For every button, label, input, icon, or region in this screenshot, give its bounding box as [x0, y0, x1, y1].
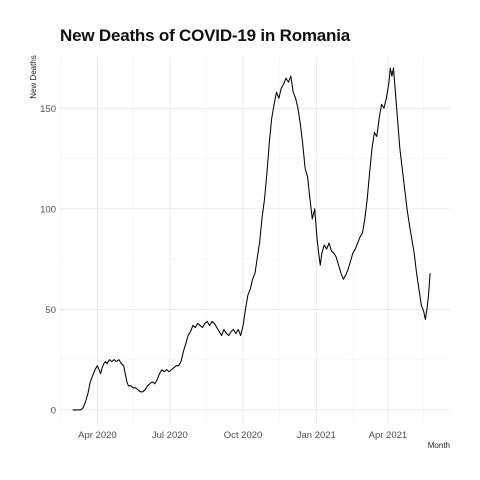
y-tick-labels: 0 50 100 150: [40, 104, 56, 417]
series-layer: [72, 67, 431, 411]
x-tick-label: Apr 2021: [369, 430, 408, 441]
y-tick-label: 150: [40, 104, 56, 115]
y-tick-label: 50: [45, 305, 56, 316]
y-tick-label: 100: [40, 204, 56, 215]
y-tick-label: 0: [51, 405, 56, 416]
y-axis-title: New Deaths: [29, 55, 38, 99]
x-axis-title: Month: [428, 441, 450, 450]
minor-gridlines: [60, 56, 450, 424]
major-gridlines: [60, 56, 450, 424]
x-tick-label: Jan 2021: [297, 430, 336, 441]
x-tick-label: Apr 2020: [78, 430, 117, 441]
chart-title: New Deaths of COVID-19 in Romania: [60, 26, 351, 45]
series-line: [72, 67, 431, 411]
x-tick-labels: Apr 2020 Jul 2020 Oct 2020 Jan 2021 Apr 2021: [78, 430, 407, 441]
x-tick-label: Jul 2020: [152, 430, 188, 441]
x-tick-label: Oct 2020: [224, 430, 263, 441]
